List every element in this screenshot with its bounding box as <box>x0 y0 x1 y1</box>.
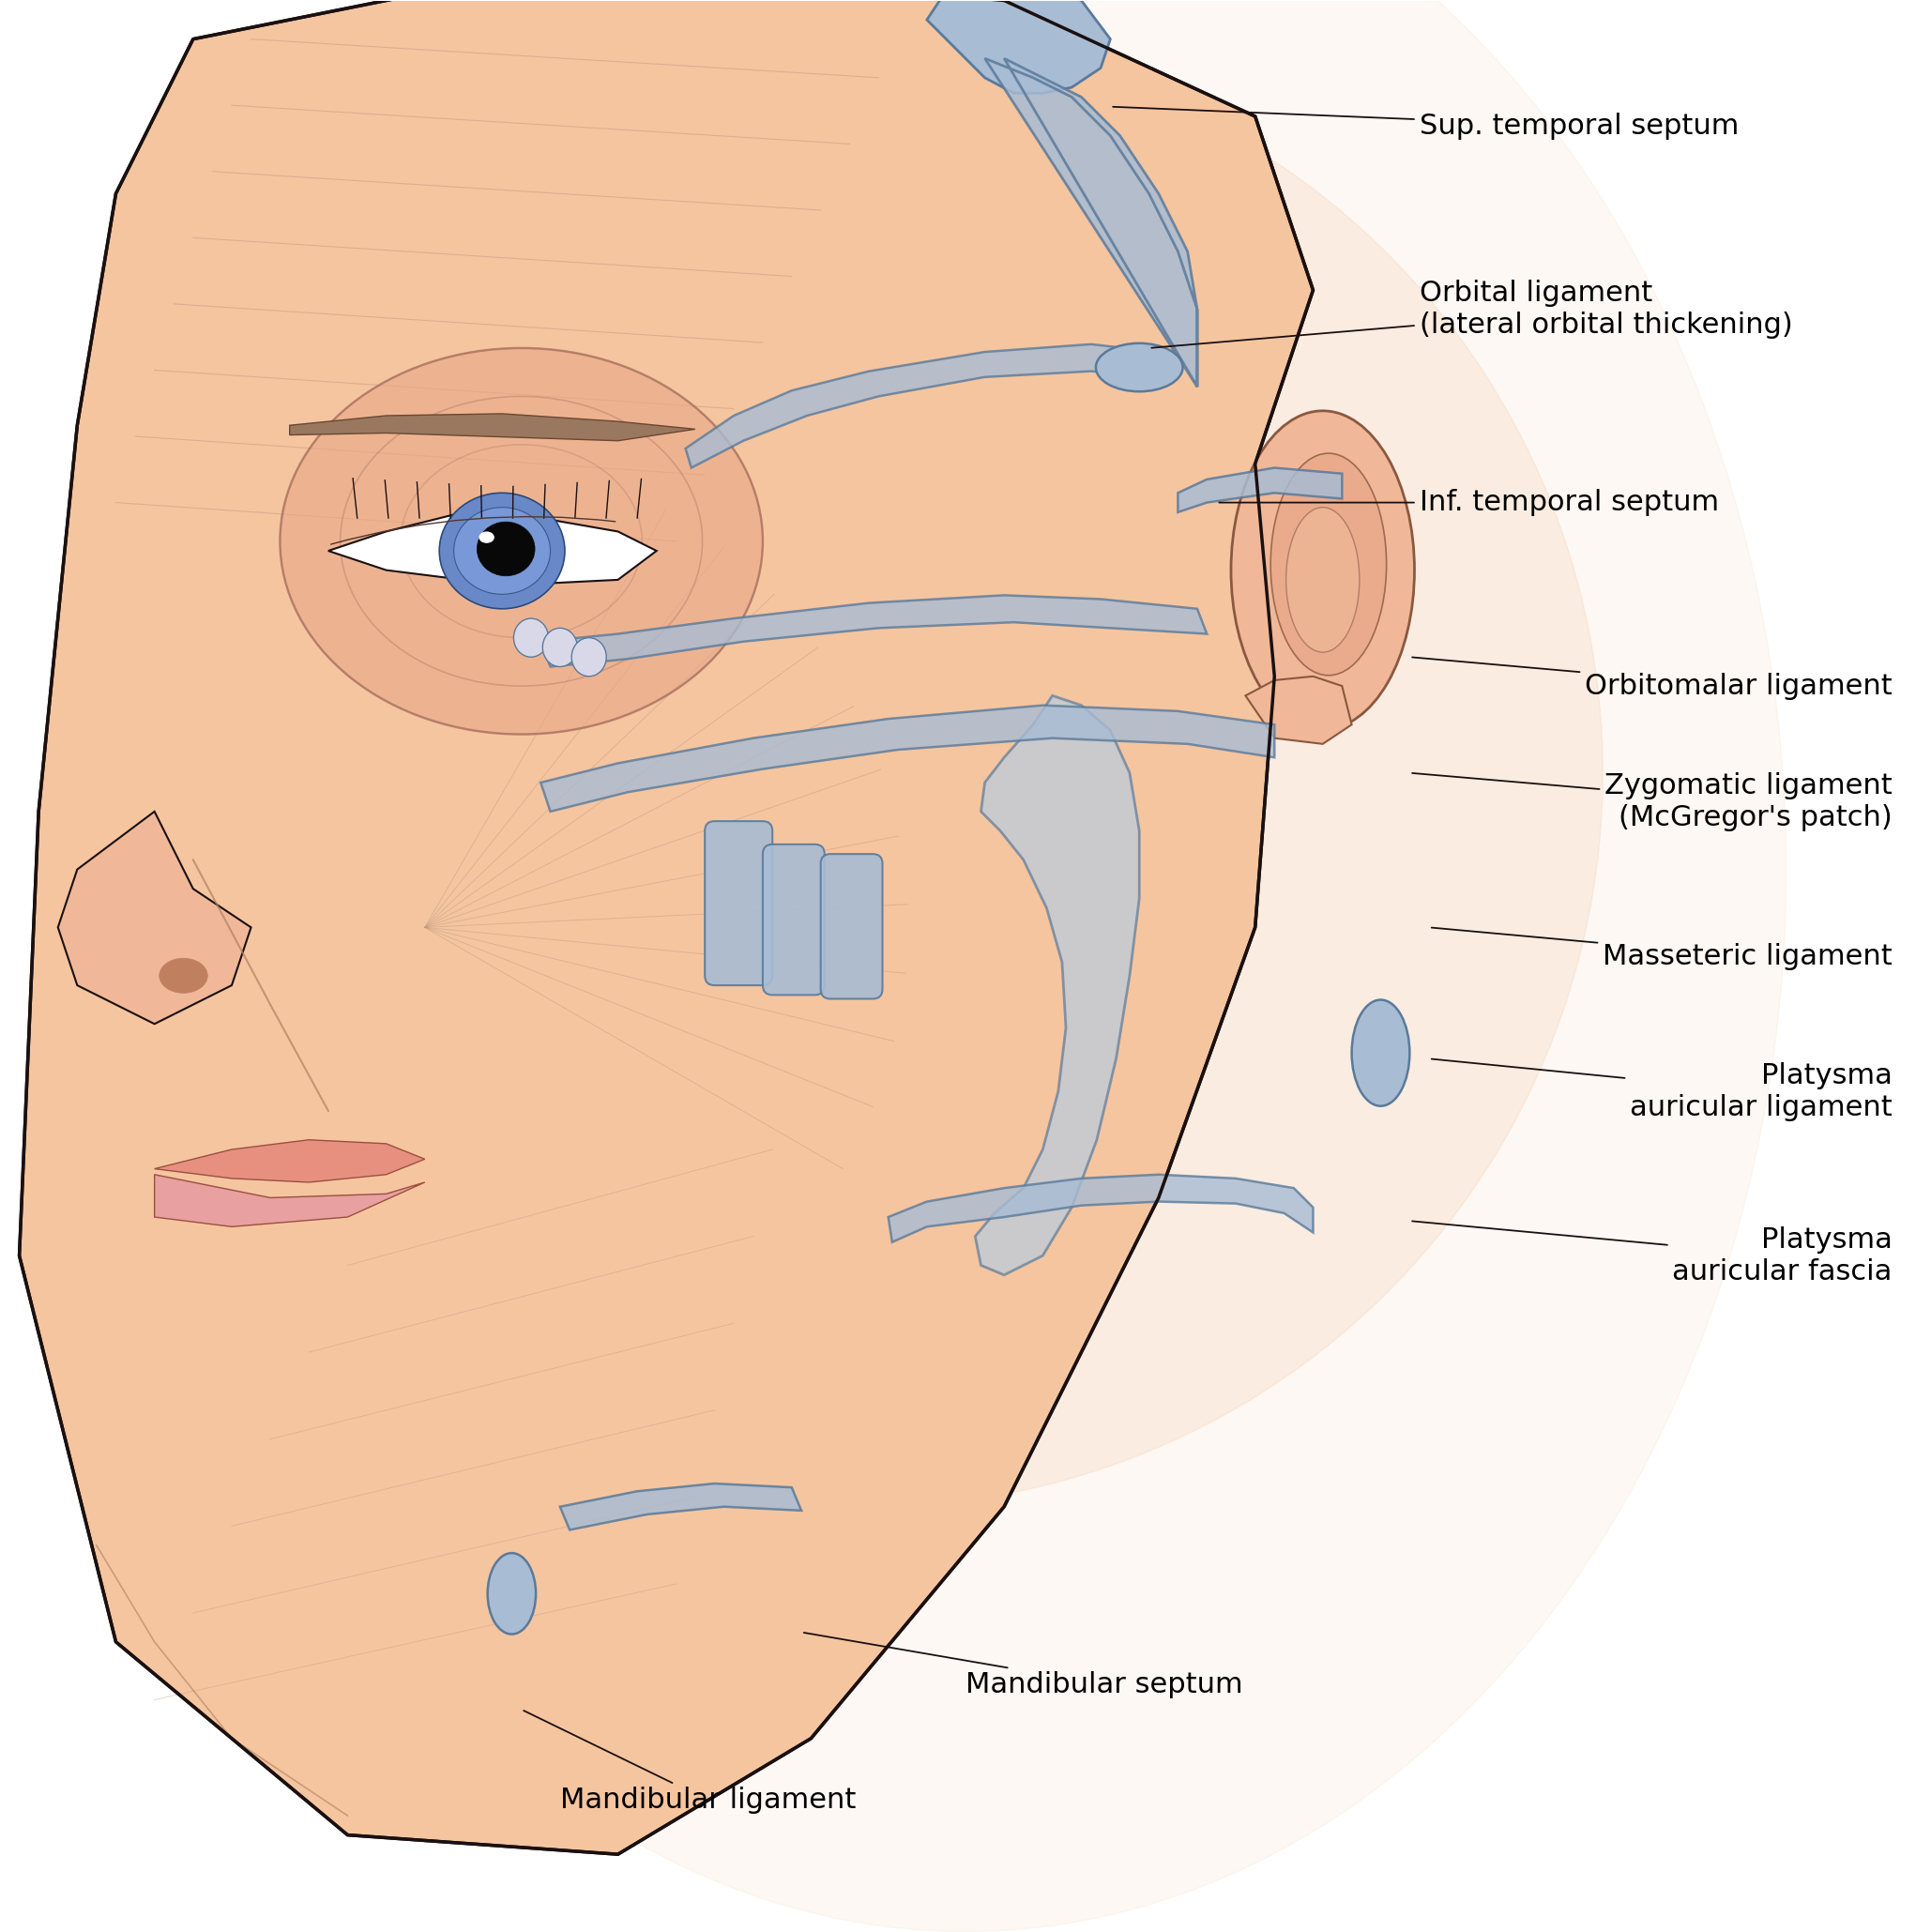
Ellipse shape <box>1271 454 1386 676</box>
Ellipse shape <box>676 232 1101 541</box>
Polygon shape <box>154 1140 425 1182</box>
Ellipse shape <box>1097 344 1182 392</box>
Ellipse shape <box>454 508 550 595</box>
Polygon shape <box>888 1175 1313 1242</box>
Ellipse shape <box>543 628 577 667</box>
Polygon shape <box>154 1175 425 1227</box>
FancyBboxPatch shape <box>705 821 772 985</box>
Text: Platysma
auricular ligament: Platysma auricular ligament <box>1431 1059 1892 1121</box>
Polygon shape <box>975 696 1139 1275</box>
Polygon shape <box>686 344 1159 468</box>
Polygon shape <box>560 1484 801 1530</box>
Ellipse shape <box>514 618 548 657</box>
Text: Platysma
auricular fascia: Platysma auricular fascia <box>1412 1221 1892 1285</box>
Ellipse shape <box>479 531 494 543</box>
Text: Mandibular septum: Mandibular septum <box>803 1633 1244 1698</box>
FancyBboxPatch shape <box>821 854 882 999</box>
Circle shape <box>135 39 1603 1507</box>
Ellipse shape <box>348 560 888 985</box>
Text: Orbitomalar ligament: Orbitomalar ligament <box>1412 657 1892 699</box>
Polygon shape <box>19 0 1313 1855</box>
Ellipse shape <box>487 1553 537 1634</box>
Text: Inf. temporal septum: Inf. temporal septum <box>1218 489 1719 516</box>
Text: Mandibular ligament: Mandibular ligament <box>523 1710 855 1814</box>
Polygon shape <box>58 811 251 1024</box>
Polygon shape <box>985 58 1197 386</box>
Text: Sup. temporal septum: Sup. temporal septum <box>1112 106 1738 139</box>
Polygon shape <box>1178 468 1342 512</box>
Ellipse shape <box>158 958 207 993</box>
Ellipse shape <box>572 638 606 676</box>
Ellipse shape <box>1232 412 1413 730</box>
Polygon shape <box>1245 676 1352 744</box>
Polygon shape <box>541 705 1274 811</box>
Polygon shape <box>328 512 657 583</box>
Polygon shape <box>541 595 1207 667</box>
Ellipse shape <box>440 493 566 609</box>
Ellipse shape <box>1286 508 1359 653</box>
FancyBboxPatch shape <box>763 844 825 995</box>
Ellipse shape <box>477 522 535 576</box>
Ellipse shape <box>1352 999 1410 1105</box>
Ellipse shape <box>280 348 763 734</box>
Text: Orbital ligament
(lateral orbital thickening): Orbital ligament (lateral orbital thicke… <box>1151 280 1792 348</box>
Text: Masseteric ligament: Masseteric ligament <box>1431 927 1892 970</box>
Text: Zygomatic ligament
(McGregor's patch): Zygomatic ligament (McGregor's patch) <box>1412 773 1892 831</box>
Polygon shape <box>290 413 695 440</box>
Polygon shape <box>927 0 1110 93</box>
Ellipse shape <box>145 0 1786 1932</box>
